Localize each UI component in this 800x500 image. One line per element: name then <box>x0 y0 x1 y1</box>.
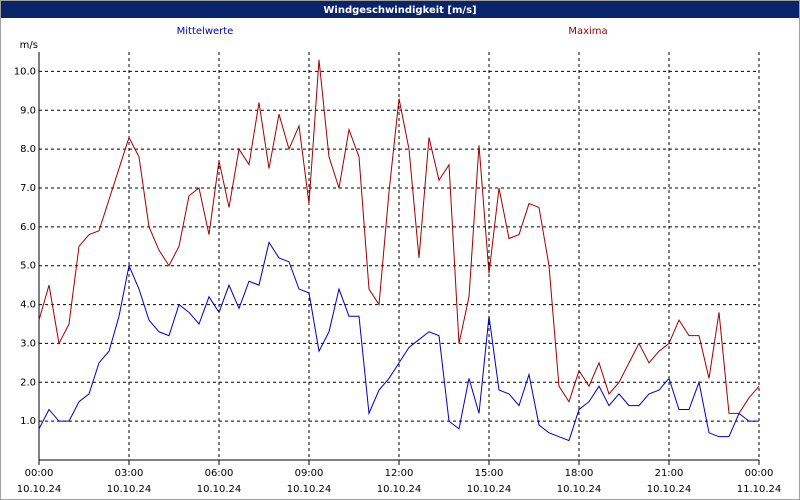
y-tick-label: 4.0 <box>20 300 36 311</box>
x-tick-date: 10.10.24 <box>197 484 242 495</box>
x-tick-label: 18:00 <box>565 468 594 479</box>
x-tick-date: 10.10.24 <box>107 484 152 495</box>
x-tick-label: 15:00 <box>475 468 504 479</box>
title-bar <box>1 1 799 18</box>
x-tick-date: 10.10.24 <box>467 484 512 495</box>
legend-label: Mittelwerte <box>177 26 234 37</box>
x-tick-date: 10.10.24 <box>647 484 692 495</box>
x-tick-label: 21:00 <box>655 468 684 479</box>
series-line <box>38 241 759 442</box>
y-tick-label: 3.0 <box>20 338 36 349</box>
y-tick-label: 9.0 <box>20 105 36 116</box>
y-tick-label: 2.0 <box>20 377 36 388</box>
x-tick-date: 10.10.24 <box>557 484 602 495</box>
y-tick-label: 10.0 <box>14 66 36 77</box>
series-line <box>38 59 760 414</box>
y-tick-label: 8.0 <box>20 144 36 155</box>
x-tick-date: 10.10.24 <box>377 484 422 495</box>
chart-title: Windgeschwindigkeit [m/s] <box>323 5 476 16</box>
x-tick-date: 10.10.24 <box>17 484 62 495</box>
x-tick-label: 06:00 <box>205 468 234 479</box>
x-tick-label: 12:00 <box>385 468 414 479</box>
legend-label: Maxima <box>568 26 607 37</box>
y-axis-label: m/s <box>20 40 38 51</box>
y-tick-label: 1.0 <box>20 416 36 427</box>
x-tick-label: 03:00 <box>115 468 144 479</box>
x-tick-label: 09:00 <box>295 468 324 479</box>
x-tick-label: 00:00 <box>745 468 774 479</box>
x-tick-date: 10.10.24 <box>287 484 332 495</box>
y-tick-label: 6.0 <box>20 222 36 233</box>
x-tick-date: 11.10.24 <box>737 484 782 495</box>
y-tick-label: 7.0 <box>20 183 36 194</box>
y-tick-label: 5.0 <box>20 261 36 272</box>
x-tick-label: 00:00 <box>25 468 54 479</box>
